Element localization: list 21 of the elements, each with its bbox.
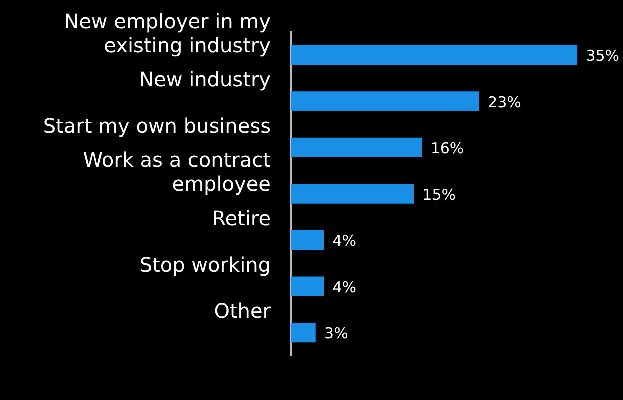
- data-label: 16%: [430, 140, 464, 158]
- bar: [291, 230, 324, 250]
- data-label: 3%: [324, 324, 348, 343]
- data-label: 23%: [488, 93, 522, 112]
- data-label: 4%: [332, 278, 357, 296]
- bar: [291, 276, 324, 296]
- y-tick-label: Stop working: [140, 252, 271, 277]
- y-tick-label: New industry: [139, 68, 272, 92]
- y-tick-label: Work as a contract employee: [83, 148, 272, 196]
- bar: [291, 323, 316, 343]
- bar: [291, 184, 414, 204]
- y-tick-label: Other: [214, 299, 272, 324]
- data-label: 35%: [586, 47, 620, 66]
- data-label: 4%: [332, 232, 357, 250]
- bar: [291, 138, 422, 158]
- data-label: 15%: [422, 186, 456, 204]
- bar: [291, 45, 578, 65]
- bar: [291, 92, 480, 112]
- y-tick-label: Retire: [212, 206, 271, 230]
- y-tick-label: New employer in my existing industry: [64, 9, 272, 58]
- y-tick-label: Start my own business: [43, 114, 271, 138]
